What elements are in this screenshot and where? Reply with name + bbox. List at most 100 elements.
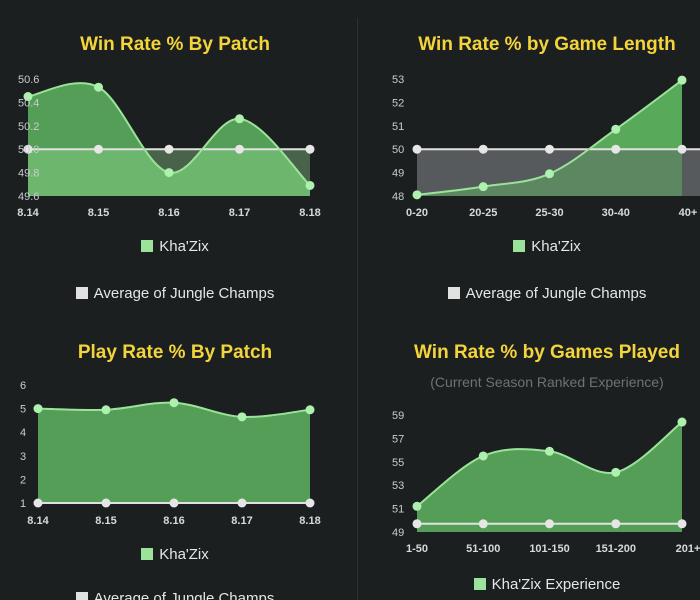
legend-swatch-green (473, 578, 486, 590)
average-point-2 (164, 144, 174, 154)
average-point-1 (478, 519, 488, 529)
chart-panel-win-rate-by-game-length: Win Rate % by Game Length 53 52 51 50 49 48 0-… (372, 0, 700, 320)
legend-swatch-white (75, 592, 88, 600)
y-tick-label: 50.4 (18, 97, 39, 109)
average-point-2 (169, 498, 179, 508)
x-tick-label: 20-25 (469, 207, 497, 219)
y-tick-label: 1 (20, 498, 26, 510)
legend-item-average[interactable]: Average of Jungle Champs (372, 285, 700, 302)
x-tick-label: 8.14 (17, 207, 39, 219)
chart-svg: 50.6 50.4 50.2 50.0 49.8 49.6 8.14 8.15 8.16 8.17… (17, 74, 320, 219)
series-point-4 (677, 417, 687, 427)
legend-label: Kha'Zix (159, 546, 209, 563)
chart-svg: 59 57 55 53 51 491-50 51-100 101-150 151-200 201+ (392, 410, 700, 555)
chart-panel-play-rate-by-patch: Play Rate % By Patch 6 5 4 3 2 1 8.14 8.15 8.16 8… (0, 330, 350, 600)
x-tick-label: 8.18 (299, 515, 320, 527)
chart-panel-win-rate-by-games-played: Win Rate % by Games Played (Current Seas… (372, 330, 700, 600)
series-point-0 (23, 92, 33, 102)
average-point-3 (235, 144, 244, 154)
x-tick-label: 8.16 (163, 515, 184, 527)
average-point-1 (94, 144, 103, 154)
series-point-3 (235, 114, 244, 124)
y-tick-label: 50 (392, 144, 404, 156)
average-point-3 (611, 519, 621, 529)
average-point-2 (545, 519, 554, 529)
legend-item-series[interactable]: Kha'Zix (0, 546, 350, 563)
series-point-3 (237, 412, 247, 422)
x-tick-label: 101-150 (529, 543, 569, 555)
x-tick-label: 8.17 (231, 515, 252, 527)
legend-label: Average of Jungle Champs (93, 285, 275, 302)
average-point-0 (412, 144, 422, 154)
legend-label: Kha'Zix (531, 238, 581, 255)
series-point-2 (164, 168, 174, 178)
average-point-4 (305, 144, 315, 154)
series-point-0 (412, 190, 422, 200)
chart-subtitle: (Current Season Ranked Experience) (430, 374, 664, 390)
panel-divider (357, 18, 358, 600)
y-tick-label: 5 (20, 404, 26, 416)
legend-item-series[interactable]: Kha'Zix Experience (372, 576, 700, 593)
x-tick-label: 201+ (676, 543, 700, 555)
y-tick-label: 2 (20, 474, 26, 486)
y-tick-label: 51 (392, 121, 404, 133)
x-tick-label: 151-200 (596, 543, 636, 555)
y-tick-label: 53 (392, 480, 404, 492)
legend-item-series[interactable]: Kha'Zix (372, 238, 700, 255)
series-point-3 (611, 124, 621, 134)
average-point-0 (412, 519, 422, 529)
series-area-overlay (417, 80, 682, 196)
chart-title: Play Rate % By Patch (77, 342, 273, 363)
series-point-0 (412, 501, 422, 511)
legend-item-series[interactable]: Kha'Zix (0, 238, 350, 255)
average-area (417, 149, 700, 196)
series-point-2 (545, 169, 554, 179)
y-tick-label: 52 (392, 97, 404, 109)
series-point-2 (169, 398, 179, 408)
series-point-4 (305, 405, 315, 415)
series-point-4 (677, 75, 687, 85)
series-point-1 (478, 182, 488, 192)
x-tick-label: 25-30 (535, 207, 563, 219)
x-tick-label: 8.17 (229, 207, 250, 219)
series-area (28, 83, 310, 196)
legend-item-average[interactable]: Average of Jungle Champs (0, 592, 350, 600)
series-point-4 (305, 180, 315, 190)
legend-label: Average of Jungle Champs (465, 285, 647, 302)
series-area (417, 422, 682, 532)
y-tick-label: 57 (392, 433, 404, 445)
y-tick-label: 51 (392, 504, 404, 516)
average-point-0 (33, 498, 43, 508)
x-tick-label: 8.18 (299, 207, 320, 219)
average-point-4 (677, 519, 687, 529)
average-point-1 (101, 498, 111, 508)
y-tick-label: 50.6 (18, 74, 39, 86)
legend-label: Kha'Zix (159, 238, 209, 255)
series-point-0 (33, 404, 43, 414)
legend-label: Average of Jungle Champs (94, 592, 275, 600)
y-tick-label: 53 (392, 74, 404, 86)
y-tick-label: 50.0 (18, 144, 39, 156)
chart-svg: 6 5 4 3 2 18.14 8.15 8.16 8.17 8.18 (20, 380, 321, 527)
y-tick-label: 4 (20, 427, 26, 439)
x-tick-label: 0-20 (406, 207, 428, 219)
legend-item-average[interactable]: Average of Jungle Champs (0, 285, 350, 302)
x-tick-label: 8.15 (88, 207, 109, 219)
average-point-1 (478, 144, 488, 154)
series-point-1 (94, 82, 103, 92)
y-tick-label: 49.6 (18, 191, 39, 203)
legend-swatch-white (75, 287, 88, 299)
y-tick-label: 3 (20, 451, 26, 463)
y-tick-label: 48 (392, 191, 404, 203)
legend-swatch-green (141, 548, 154, 560)
y-tick-label: 6 (20, 380, 26, 392)
series-point-2 (545, 446, 554, 456)
x-tick-label: 40+ (679, 207, 698, 219)
chart-svg: 53 52 51 50 49 480-20 20-25 25-30 30-40 40+ (392, 74, 700, 219)
x-tick-label: 8.16 (158, 207, 179, 219)
chart-panel-win-rate-by-patch: Win Rate % By Patch 50.6 50.4 50.2 50.0 49.8… (0, 0, 350, 320)
legend-swatch-white (447, 287, 460, 299)
x-tick-label: 51-100 (466, 543, 500, 555)
x-tick-label: 30-40 (602, 207, 630, 219)
series-area (38, 402, 310, 503)
